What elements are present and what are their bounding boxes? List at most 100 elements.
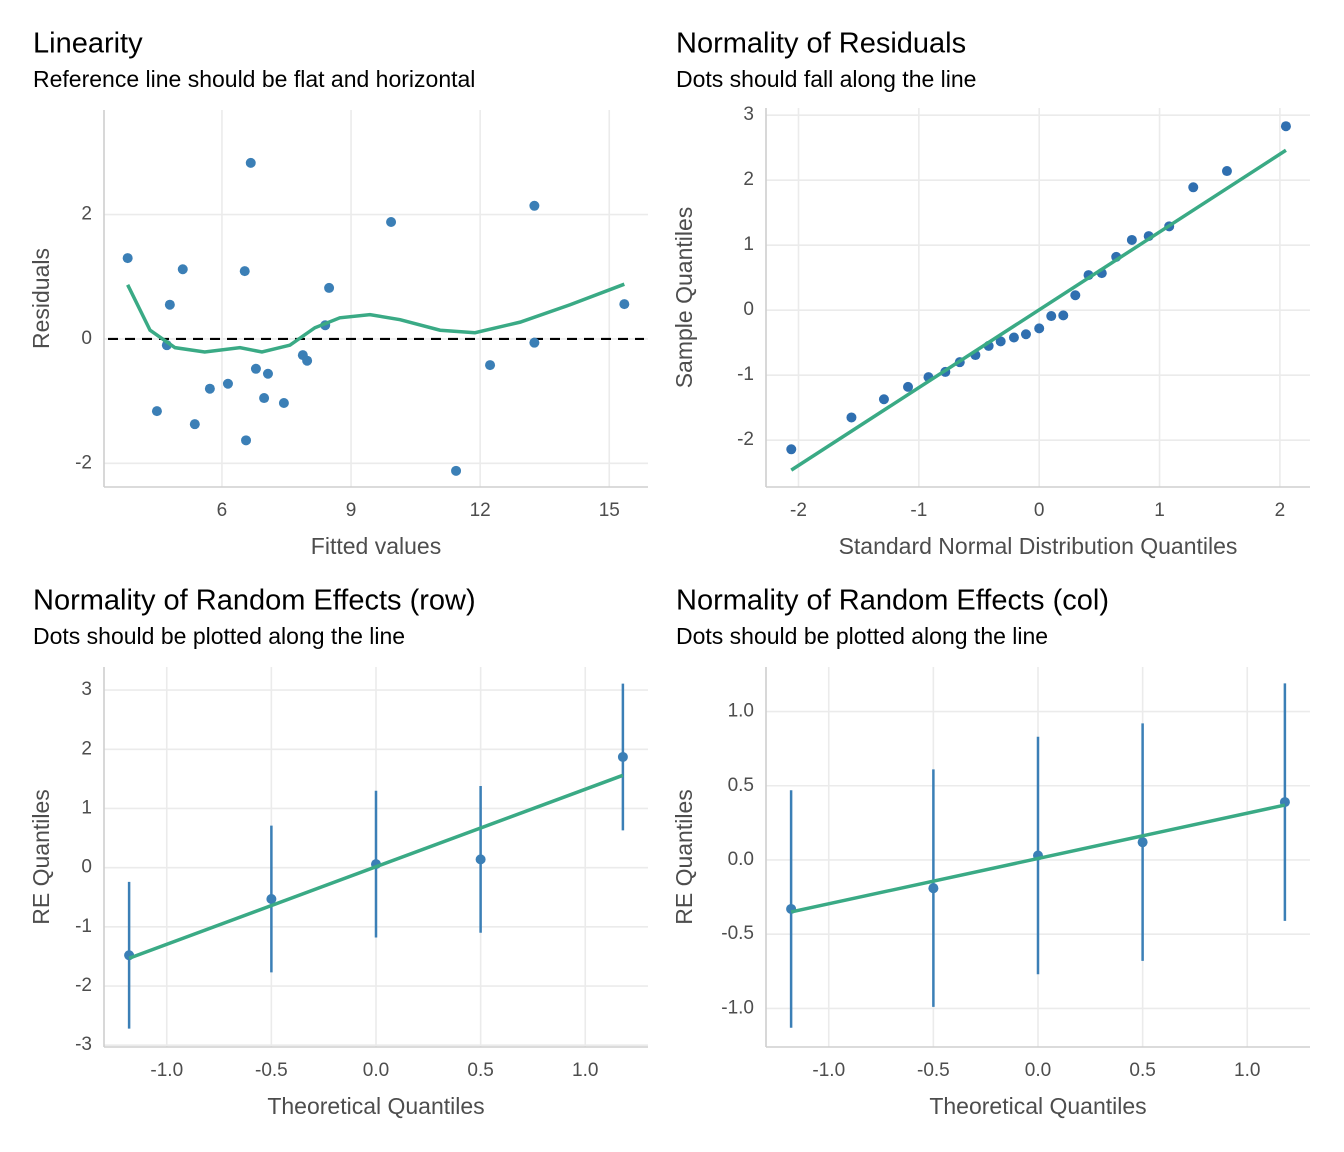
y-tick-label: 3 [743,104,754,125]
x-tick-label: -0.5 [255,1060,288,1081]
point [451,465,462,476]
x-tick-label: 2 [1275,500,1286,521]
x-tick-label: -1.0 [812,1060,845,1081]
point [386,216,397,227]
point [1034,323,1045,334]
point [164,299,175,310]
x-axis-title: Theoretical Quantiles [267,1093,484,1119]
point [1020,329,1031,340]
point [1188,182,1199,193]
point [485,360,496,371]
x-tick-label: 0.0 [1025,1060,1051,1081]
y-tick-label: 0 [81,857,92,878]
panel-subtitle: Dots should be plotted along the line [33,623,405,649]
x-axis-title: Theoretical Quantiles [929,1093,1146,1119]
y-tick-label: -1.0 [721,997,754,1018]
y-axis-title: RE Quantiles [671,789,697,925]
reference-line [126,282,625,354]
x-tick-label: -2 [790,500,807,521]
panel-title: Normality of Residuals [676,28,966,60]
point [189,419,200,430]
point [1046,311,1057,322]
y-axis-title: Residuals [28,248,54,349]
point [619,299,630,310]
point [151,406,162,417]
point [475,854,486,865]
x-tick-label: 0.0 [363,1060,389,1081]
x-tick-label: 0 [1034,500,1045,521]
x-tick-label: 1.0 [1234,1060,1260,1081]
x-tick-label: -1.0 [150,1060,183,1081]
panel-subtitle: Dots should be plotted along the line [676,623,1048,649]
point [204,383,215,394]
y-tick-label: 2 [81,738,92,759]
point [846,412,857,423]
y-tick-label: 3 [81,679,92,700]
y-tick-label: 2 [81,204,92,225]
point [302,355,313,366]
x-tick-label: 1 [1154,500,1165,521]
point [239,266,250,277]
y-tick-label: 2 [743,169,754,190]
panel-title: Normality of Random Effects (row) [33,585,476,617]
x-tick-label: 9 [346,500,357,521]
y-tick-label: -0.5 [721,923,754,944]
point [786,444,797,455]
panel: Normality of Random Effects (col) Dots sh… [671,585,1310,1119]
y-tick-label: 1.0 [728,701,754,722]
point [241,435,252,446]
panel-subtitle: Dots should fall along the line [676,66,976,92]
y-tick-label: 0 [81,328,92,349]
point [529,200,540,211]
reference-line [790,148,1287,472]
y-tick-label: 0.5 [728,775,754,796]
point [617,751,628,762]
point [278,398,289,409]
y-axis-title: Sample Quantiles [671,207,697,389]
x-tick-label: -0.5 [917,1060,950,1081]
x-tick-label: 1.0 [572,1060,598,1081]
x-tick-label: 0.5 [467,1060,493,1081]
panel: Linearity Reference line should be flat a… [28,28,648,559]
x-axis-title: Standard Normal Distribution Quantiles [839,533,1238,559]
y-tick-label: 0.0 [728,849,754,870]
point [878,394,889,405]
y-tick-label: 0 [743,299,754,320]
point [1058,310,1069,321]
panel: Normality of Random Effects (row) Dots sh… [28,585,648,1119]
y-tick-label: -2 [737,429,754,450]
point [1126,234,1137,245]
point [1008,332,1019,343]
y-tick-label: -2 [75,452,92,473]
x-tick-label: -1 [910,500,927,521]
y-tick-label: -1 [737,364,754,385]
y-tick-label: 1 [743,234,754,255]
point [266,894,277,905]
point [222,378,233,389]
y-tick-label: -2 [75,975,92,996]
point [1070,290,1081,301]
reference-line [128,773,624,960]
x-tick-label: 15 [599,500,620,521]
y-tick-label: 1 [81,797,92,818]
point [250,363,261,374]
y-tick-label: -3 [75,1034,92,1055]
x-tick-label: 12 [470,500,491,521]
panel: Normality of Residuals Dots should fall a… [671,28,1310,559]
panel-subtitle: Reference line should be flat and horizo… [33,66,475,92]
x-tick-label: 6 [217,500,228,521]
point [1221,166,1232,177]
panel-title: Linearity [33,28,143,60]
y-axis-title: RE Quantiles [28,789,54,925]
point [177,264,188,275]
y-tick-label: -1 [75,916,92,937]
point [529,337,540,348]
panel-title: Normality of Random Effects (col) [676,585,1109,617]
point [903,381,914,392]
point [928,883,939,894]
point [262,368,273,379]
point [1137,837,1148,848]
x-axis-title: Fitted values [311,533,441,559]
point [995,336,1006,347]
